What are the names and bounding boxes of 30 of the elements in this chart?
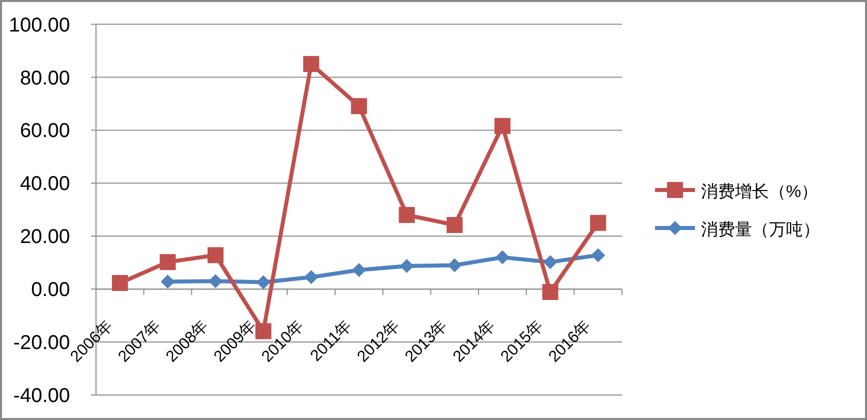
point [352, 263, 366, 278]
point [208, 274, 223, 288]
point [160, 254, 176, 270]
y-tick-label: 60.00 [20, 120, 70, 142]
point [446, 217, 463, 234]
point [448, 258, 462, 272]
point [398, 206, 415, 223]
point [351, 98, 367, 114]
point [543, 255, 558, 270]
point [591, 248, 606, 262]
y-tick-label: 0.00 [31, 279, 70, 302]
point [400, 259, 414, 274]
point [208, 247, 224, 264]
point [495, 250, 510, 264]
y-tick-label: 20.00 [20, 226, 70, 248]
y-tick-label: -40.00 [13, 385, 70, 407]
legend-label: 消费量（万吨） [701, 220, 820, 239]
legend-label: 消费增长（%） [701, 182, 818, 201]
point [590, 214, 606, 231]
point [256, 275, 270, 290]
point [112, 274, 128, 291]
y-tick-label: 80.00 [20, 67, 70, 90]
point [304, 270, 318, 284]
point [542, 284, 558, 300]
point [303, 56, 320, 72]
y-tick-label: -20.00 [13, 332, 70, 354]
y-tick-label: 40.00 [20, 173, 70, 196]
y-tick-label: 100.00 [8, 14, 70, 36]
point [160, 274, 175, 289]
point [494, 118, 510, 134]
